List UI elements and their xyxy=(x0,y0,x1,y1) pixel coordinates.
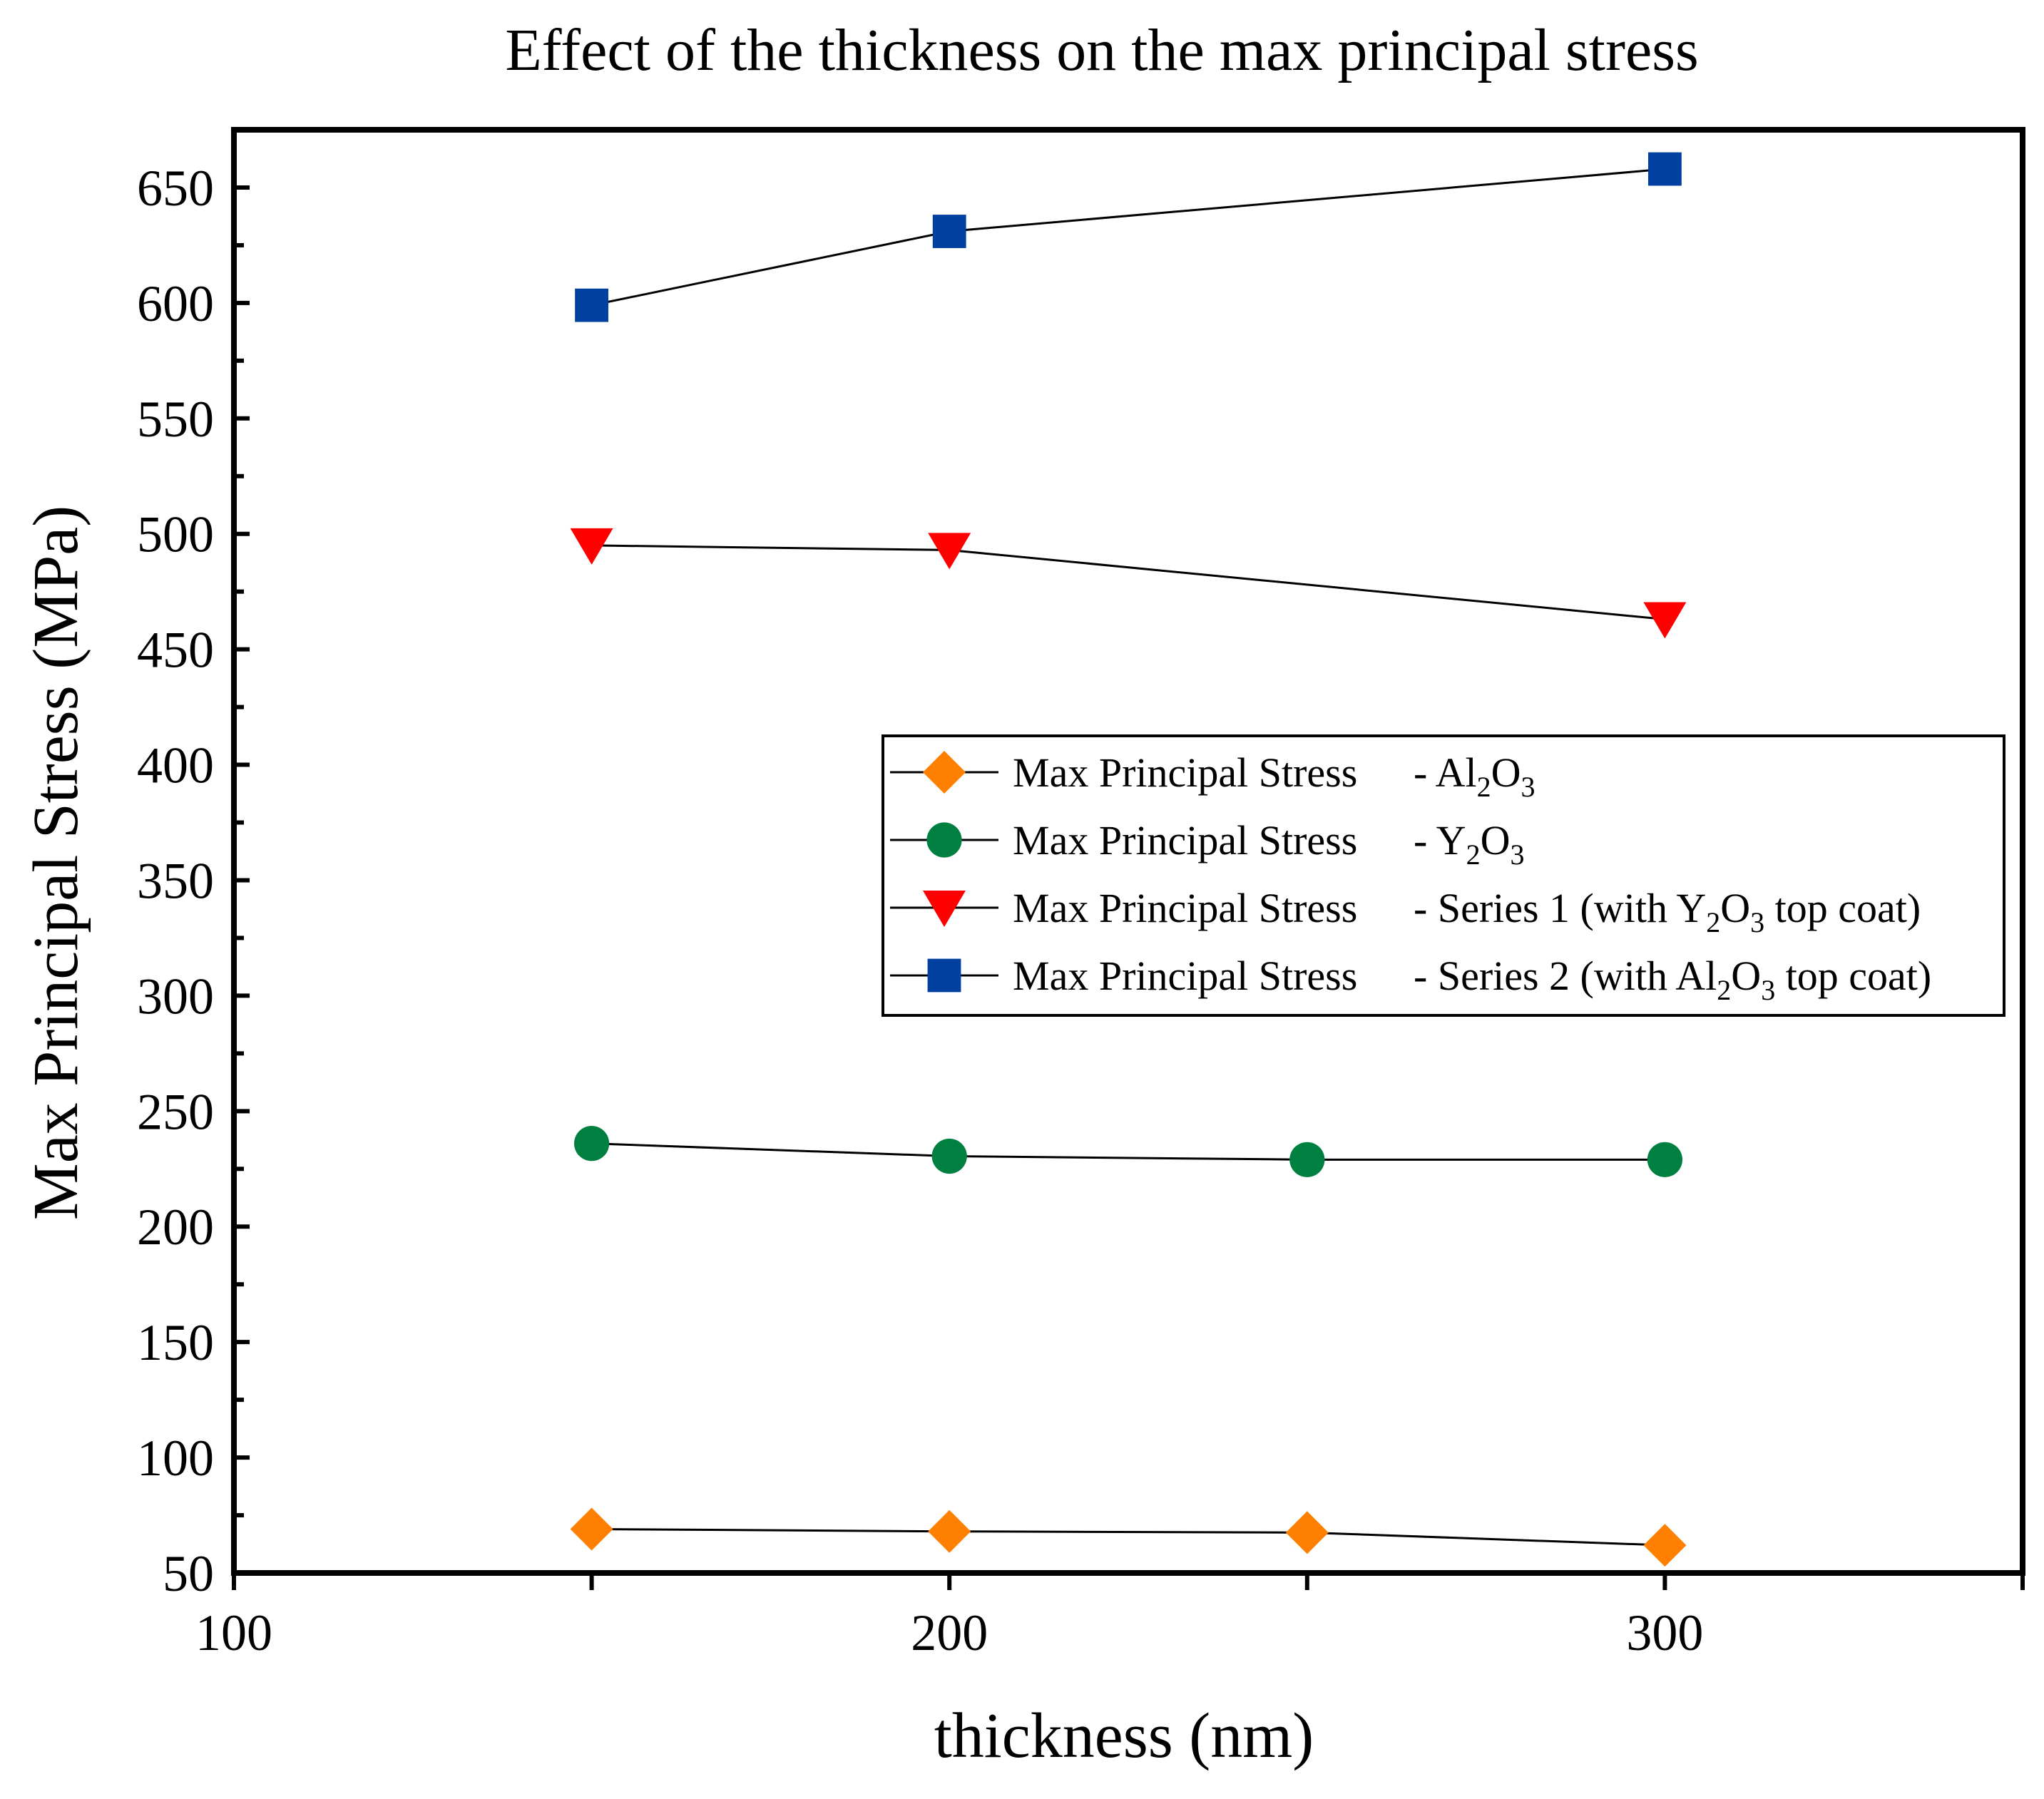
legend-suffix-part: 2 xyxy=(1706,906,1720,938)
legend-suffix-part: 2 xyxy=(1466,839,1481,871)
series-group xyxy=(574,1126,1682,1177)
legend-suffix-part: O xyxy=(1731,953,1761,999)
circle-marker xyxy=(574,1126,610,1162)
legend-suffix: - Y2​O3​ xyxy=(1414,817,1524,871)
series-line xyxy=(591,544,1665,621)
legend-suffix-part: 2 xyxy=(1477,771,1491,803)
legend-suffix: - Series 2 (with Al2​O3​ top coat) xyxy=(1414,953,1931,1006)
square-marker xyxy=(932,215,966,248)
legend: Max Principal Stress- Al2​O3​Max Princip… xyxy=(882,734,2005,1017)
legend-item: Max Principal Stress - Al2​O3​ xyxy=(890,749,1535,803)
y-tick-label: 400 xyxy=(137,737,214,794)
legend-item: Max Principal Stress - Series 1 (with Y2​… xyxy=(890,885,1921,938)
y-tick-label: 200 xyxy=(137,1199,214,1256)
series-group xyxy=(575,152,1682,322)
legend-label: Max Principal Stress xyxy=(1013,953,1357,999)
diamond-marker xyxy=(923,751,966,794)
axis-ticks: 5010015020025030035040045050055060065010… xyxy=(137,160,2025,1661)
series-line xyxy=(591,1142,1665,1161)
series-group xyxy=(570,528,1687,639)
square-marker xyxy=(927,958,961,993)
triangle-marker xyxy=(570,528,613,565)
legend-label: Max Principal Stress xyxy=(1013,749,1357,796)
triangle-marker xyxy=(1643,602,1687,639)
plot-frame xyxy=(231,127,2025,1576)
y-tick-label: 650 xyxy=(137,160,214,217)
legend-suffix-part: O xyxy=(1491,749,1521,796)
circle-marker xyxy=(926,822,962,858)
circle-marker xyxy=(1647,1142,1682,1177)
legend-suffix-part: 3 xyxy=(1521,771,1535,803)
legend-item: Max Principal Stress - Y2​O3​ xyxy=(890,817,1524,871)
legend-suffix-part: top coat) xyxy=(1775,953,1931,999)
x-tick-label: 200 xyxy=(911,1604,988,1661)
legend-suffix-part: 2 xyxy=(1717,974,1731,1006)
legend-suffix-part: - Y xyxy=(1414,817,1466,863)
legend-suffix-part: - Series 1 (with Y xyxy=(1414,885,1706,931)
legend-suffix-part: - Al xyxy=(1414,749,1477,796)
legend-suffix-part: O xyxy=(1720,885,1750,931)
legend-suffix-part: 3 xyxy=(1510,839,1524,871)
legend-label: Max Principal Stress xyxy=(1013,885,1357,931)
legend-suffix-part: top coat) xyxy=(1764,885,1921,931)
legend-suffix-part: 3 xyxy=(1761,974,1775,1006)
series-line xyxy=(591,168,1665,307)
diamond-marker xyxy=(1643,1524,1687,1567)
legend-suffix: - Series 1 (with Y2​O3​ top coat) xyxy=(1414,885,1921,938)
series-group xyxy=(570,1507,1687,1567)
y-tick-label: 550 xyxy=(137,391,214,448)
square-marker xyxy=(1648,152,1682,186)
legend-label: Max Principal Stress xyxy=(1013,817,1357,863)
triangle-marker xyxy=(928,533,971,570)
triangle-marker xyxy=(923,891,966,927)
legend-item: Max Principal Stress - Series 2 (with Al2… xyxy=(890,953,1931,1006)
y-tick-label: 500 xyxy=(137,506,214,563)
square-marker xyxy=(575,288,608,322)
x-tick-label: 300 xyxy=(1626,1604,1703,1661)
diamond-marker xyxy=(1285,1511,1329,1554)
diamond-marker xyxy=(928,1510,971,1553)
y-tick-label: 50 xyxy=(163,1545,214,1602)
legend-suffix: - Al2​O3​ xyxy=(1414,749,1535,803)
y-tick-label: 100 xyxy=(137,1430,214,1487)
y-tick-label: 350 xyxy=(137,852,214,909)
legend-box xyxy=(882,734,2005,1017)
y-axis-label: Max Principal Stress (MPa) xyxy=(21,506,91,1220)
y-tick-label: 150 xyxy=(137,1314,214,1371)
diamond-marker xyxy=(570,1507,613,1551)
x-axis-label: thickness (nm) xyxy=(934,1701,1314,1771)
legend-suffix-part: O xyxy=(1481,817,1511,863)
y-tick-label: 600 xyxy=(137,275,214,332)
chart-title: Effect of the thickness on the max princ… xyxy=(505,17,1698,83)
data-series xyxy=(570,152,1687,1567)
legend-suffix-part: 3 xyxy=(1750,906,1764,938)
circle-marker xyxy=(931,1138,967,1174)
y-tick-label: 250 xyxy=(137,1083,214,1140)
x-tick-label: 100 xyxy=(195,1604,272,1661)
series-line xyxy=(591,1527,1665,1547)
circle-marker xyxy=(1289,1142,1325,1177)
y-tick-label: 300 xyxy=(137,968,214,1025)
y-tick-label: 450 xyxy=(137,622,214,679)
legend-suffix-part: - Series 2 (with Al xyxy=(1414,953,1717,999)
